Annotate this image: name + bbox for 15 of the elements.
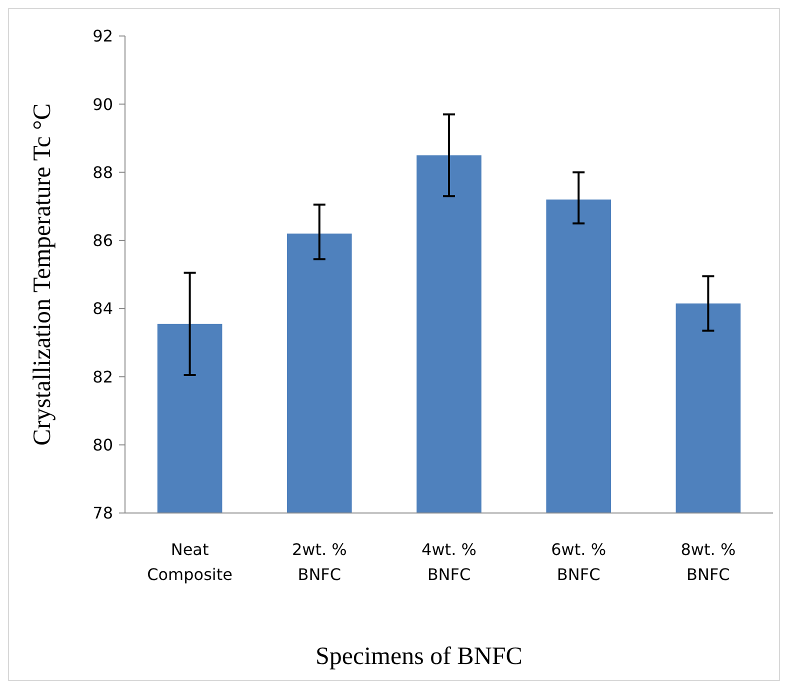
y-tick-label: 92: [92, 26, 113, 46]
y-tick-label: 80: [92, 435, 113, 454]
y-tick-label: 86: [92, 231, 113, 250]
x-tick-label: 6wt. % BNFC: [551, 540, 606, 584]
x-tick-label: 2wt. % BNFC: [292, 540, 347, 584]
y-tick-label: 88: [92, 162, 113, 182]
y-axis-title: Crystallization Temperature Tc °C: [29, 103, 56, 446]
y-tick-label: 78: [92, 504, 113, 523]
y-tick-label: 82: [92, 367, 113, 386]
y-tick-label: 90: [92, 94, 113, 114]
x-tick-label: Neat Composite: [147, 540, 232, 584]
x-tick-label: 8wt. % BNFC: [680, 540, 736, 584]
x-tick-label: 4wt. % BNFC: [422, 540, 476, 584]
y-tick-label: 84: [92, 299, 113, 318]
x-axis-title: Specimens of BNFC: [316, 643, 522, 670]
